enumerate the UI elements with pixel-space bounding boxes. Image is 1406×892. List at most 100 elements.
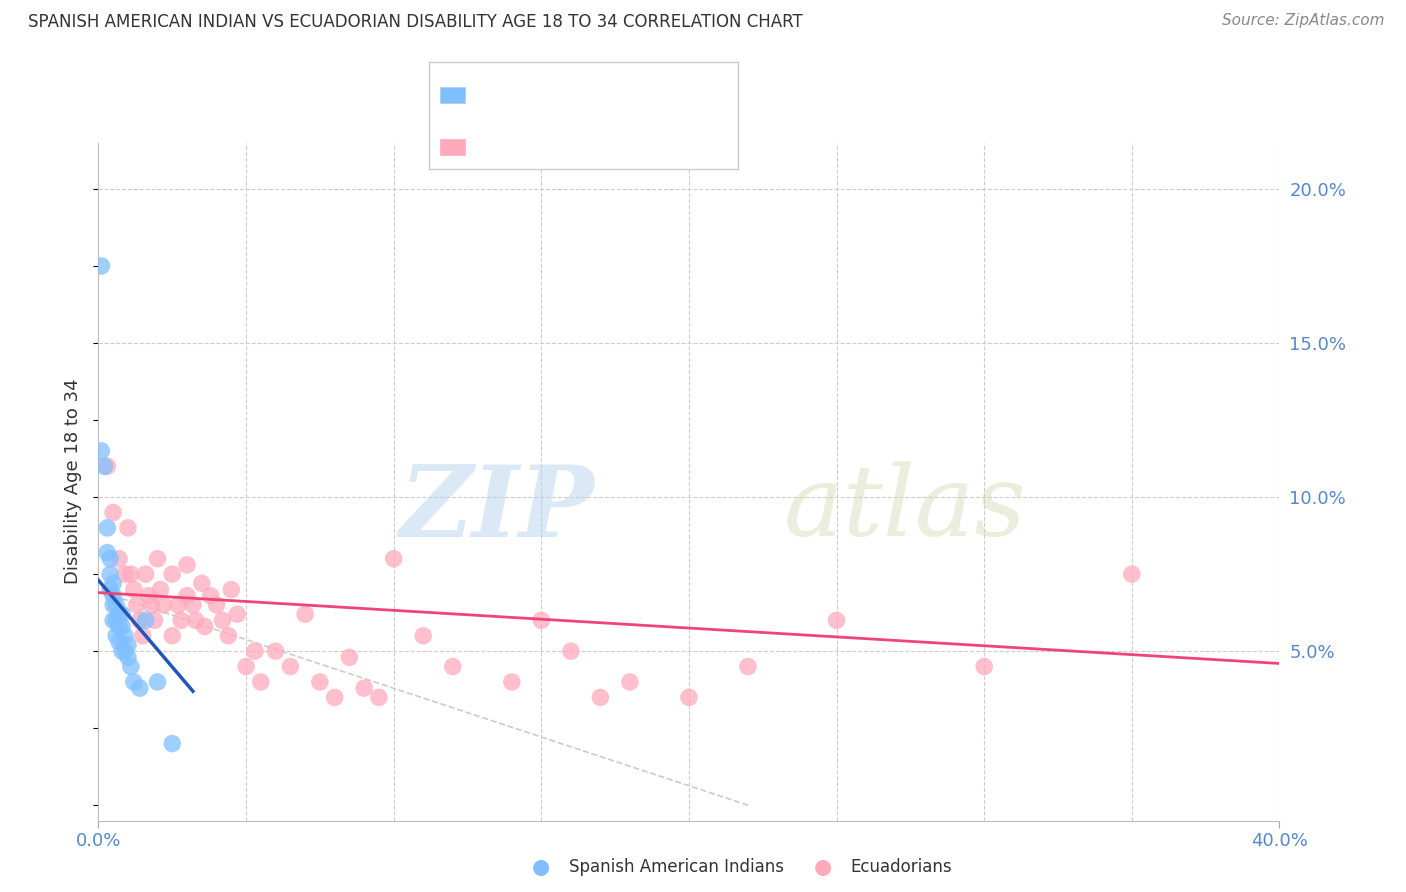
- Point: [125, 598, 148, 612]
- Point: [117, 521, 139, 535]
- Point: [382, 551, 405, 566]
- Point: [93, 459, 115, 474]
- Point: [294, 607, 316, 622]
- Point: [219, 582, 242, 597]
- Point: [412, 629, 434, 643]
- Point: [108, 635, 131, 649]
- Point: [103, 598, 125, 612]
- Point: [176, 558, 198, 572]
- Point: [737, 659, 759, 673]
- Point: [114, 567, 136, 582]
- Text: -0.324: -0.324: [517, 86, 576, 103]
- Point: [226, 607, 249, 622]
- Text: N =: N =: [576, 137, 613, 155]
- Y-axis label: Disability Age 18 to 34: Disability Age 18 to 34: [65, 379, 83, 584]
- Point: [108, 619, 131, 633]
- Point: [111, 607, 134, 622]
- Point: [135, 613, 157, 627]
- Text: Ecuadorians: Ecuadorians: [851, 858, 952, 876]
- Point: [243, 644, 266, 658]
- Point: [105, 629, 128, 643]
- Point: [973, 659, 995, 673]
- Point: [122, 675, 145, 690]
- Text: ZIP: ZIP: [399, 460, 595, 557]
- Point: [200, 589, 222, 603]
- Point: [103, 613, 125, 627]
- Point: [205, 598, 228, 612]
- Point: [152, 598, 174, 612]
- Point: [103, 576, 125, 591]
- Point: [162, 567, 183, 582]
- Point: [235, 659, 257, 673]
- Point: [143, 613, 166, 627]
- Text: atlas: atlas: [783, 461, 1026, 557]
- Point: [170, 613, 193, 627]
- Text: SPANISH AMERICAN INDIAN VS ECUADORIAN DISABILITY AGE 18 TO 34 CORRELATION CHART: SPANISH AMERICAN INDIAN VS ECUADORIAN DI…: [28, 13, 803, 31]
- Point: [368, 690, 391, 705]
- Point: [98, 551, 121, 566]
- Text: 31: 31: [616, 86, 638, 103]
- Point: [114, 629, 136, 643]
- Point: [128, 681, 150, 695]
- Point: [98, 567, 121, 582]
- Point: [309, 675, 332, 690]
- Point: [162, 629, 183, 643]
- Point: [211, 613, 233, 627]
- Point: [217, 629, 239, 643]
- Point: [111, 619, 134, 633]
- Point: [678, 690, 700, 705]
- Point: [90, 443, 112, 458]
- Point: [111, 644, 134, 658]
- Point: [176, 589, 198, 603]
- Point: [825, 613, 848, 627]
- Point: [1121, 567, 1143, 582]
- Point: [138, 589, 160, 603]
- Point: [128, 613, 150, 627]
- Point: [191, 576, 214, 591]
- Point: [589, 690, 612, 705]
- Point: [146, 675, 169, 690]
- Point: [108, 551, 131, 566]
- Point: [619, 675, 641, 690]
- Text: Spanish American Indians: Spanish American Indians: [569, 858, 785, 876]
- Point: [103, 506, 125, 520]
- Point: [141, 598, 163, 612]
- Point: [114, 644, 136, 658]
- Point: [250, 675, 273, 690]
- Text: -0.155: -0.155: [517, 137, 576, 155]
- Text: ●: ●: [814, 857, 831, 877]
- Point: [162, 737, 183, 751]
- Text: Source: ZipAtlas.com: Source: ZipAtlas.com: [1222, 13, 1385, 29]
- Point: [132, 629, 155, 643]
- Text: R =: R =: [475, 137, 512, 155]
- Point: [96, 521, 118, 535]
- Point: [120, 567, 142, 582]
- Point: [167, 598, 190, 612]
- Point: [96, 545, 118, 559]
- Point: [117, 650, 139, 665]
- Point: [184, 613, 207, 627]
- Point: [117, 638, 139, 652]
- Point: [501, 675, 523, 690]
- Point: [90, 259, 112, 273]
- Point: [181, 598, 204, 612]
- Point: [353, 681, 375, 695]
- Point: [194, 619, 217, 633]
- Point: [441, 659, 464, 673]
- Point: [146, 551, 169, 566]
- Point: [103, 589, 125, 603]
- Point: [323, 690, 346, 705]
- Point: [339, 650, 360, 665]
- Point: [149, 582, 172, 597]
- Point: [264, 644, 287, 658]
- Text: ●: ●: [533, 857, 550, 877]
- Text: R =: R =: [475, 86, 512, 103]
- Point: [108, 607, 131, 622]
- Point: [530, 613, 553, 627]
- Point: [122, 582, 145, 597]
- Point: [98, 582, 121, 597]
- Point: [105, 598, 128, 612]
- Point: [278, 659, 302, 673]
- Text: N =: N =: [576, 86, 613, 103]
- Point: [96, 459, 118, 474]
